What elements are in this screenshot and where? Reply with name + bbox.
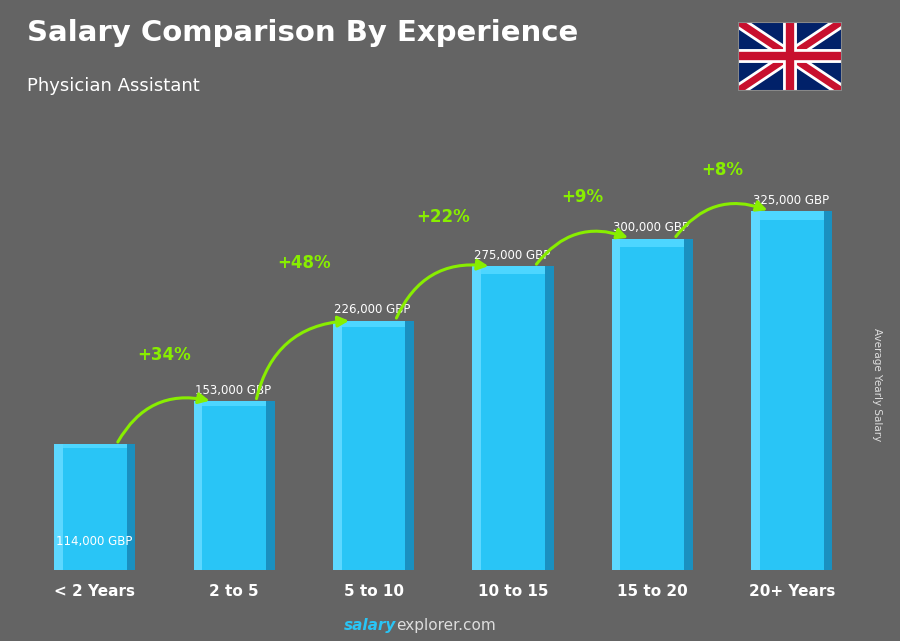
Bar xyxy=(63,444,127,447)
Bar xyxy=(342,320,405,570)
Bar xyxy=(544,267,554,274)
Bar xyxy=(405,320,414,327)
Bar xyxy=(760,211,824,220)
Text: +9%: +9% xyxy=(562,188,604,206)
Bar xyxy=(824,211,832,570)
Text: Physician Assistant: Physician Assistant xyxy=(27,77,200,95)
Bar xyxy=(752,211,760,570)
Text: 114,000 GBP: 114,000 GBP xyxy=(56,535,132,548)
Bar xyxy=(482,267,544,274)
Bar xyxy=(612,238,620,570)
Text: Average Yearly Salary: Average Yearly Salary xyxy=(872,328,883,441)
Bar xyxy=(202,401,266,570)
Bar xyxy=(482,267,544,570)
Bar xyxy=(824,211,832,220)
Bar xyxy=(202,401,266,406)
Bar xyxy=(127,444,135,447)
Text: +48%: +48% xyxy=(277,254,330,272)
Bar xyxy=(684,238,693,247)
Text: +34%: +34% xyxy=(138,346,192,364)
Bar xyxy=(266,401,274,570)
Text: Salary Comparison By Experience: Salary Comparison By Experience xyxy=(27,19,578,47)
Bar xyxy=(620,238,684,247)
Bar xyxy=(342,320,405,327)
Text: 226,000 GBP: 226,000 GBP xyxy=(335,303,411,316)
Text: salary: salary xyxy=(344,619,396,633)
Bar xyxy=(760,211,824,570)
Text: explorer.com: explorer.com xyxy=(396,619,496,633)
Text: +22%: +22% xyxy=(417,208,470,226)
Bar xyxy=(544,267,554,570)
Bar xyxy=(63,444,127,570)
Bar xyxy=(405,320,414,570)
Text: 275,000 GBP: 275,000 GBP xyxy=(474,249,550,262)
Bar xyxy=(194,401,202,570)
Bar xyxy=(472,267,482,570)
Text: +8%: +8% xyxy=(701,160,743,178)
Bar xyxy=(333,320,342,570)
Bar xyxy=(127,444,135,570)
Text: 300,000 GBP: 300,000 GBP xyxy=(614,221,689,235)
Bar xyxy=(54,444,63,570)
Text: 153,000 GBP: 153,000 GBP xyxy=(195,384,271,397)
Bar xyxy=(684,238,693,570)
Bar xyxy=(620,238,684,570)
Bar xyxy=(266,401,274,406)
Text: 325,000 GBP: 325,000 GBP xyxy=(752,194,829,206)
